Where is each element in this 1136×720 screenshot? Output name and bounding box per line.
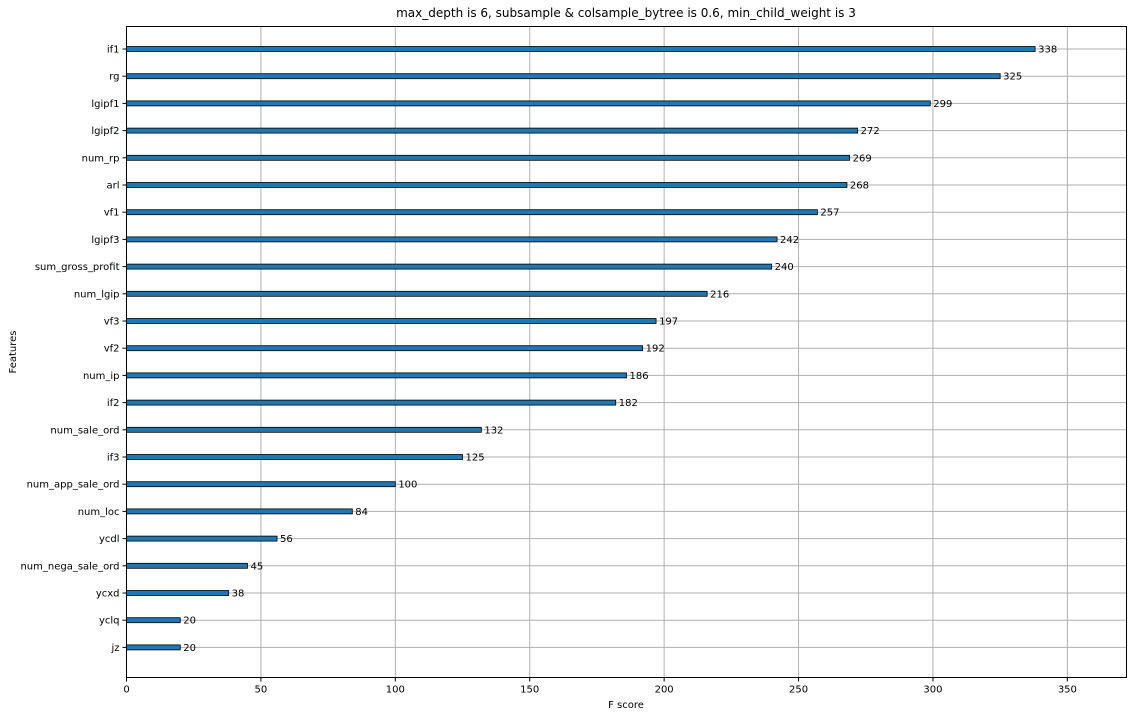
bar-value-label: 186 — [630, 371, 649, 382]
bar-vf1 — [126, 209, 818, 216]
y-tick-label: ycdl — [99, 534, 120, 545]
x-tick-label: 100 — [386, 685, 405, 696]
y-tick-label: ycxd — [96, 589, 120, 600]
bar-value-label: 100 — [398, 480, 417, 491]
bar-value-label: 240 — [775, 262, 794, 273]
y-tick-label: if3 — [107, 453, 120, 464]
y-tick-label: jz — [110, 643, 119, 654]
x-tick-label: 250 — [789, 685, 808, 696]
bar-value-label: 132 — [484, 425, 503, 436]
bar-if3 — [126, 454, 463, 460]
bar-num_nega_sale_ord — [126, 562, 248, 569]
x-tick-label: 50 — [255, 685, 268, 696]
bar-value-label: 325 — [1003, 72, 1022, 83]
bar-num_lgip — [126, 290, 708, 297]
bars — [126, 46, 1036, 651]
y-tick-label: num_sale_ord — [50, 425, 119, 436]
y-tick-label: sum_gross_profit — [35, 262, 120, 273]
y-tick-label: num_loc — [78, 507, 120, 518]
bar-value-label: 338 — [1038, 45, 1057, 56]
y-tick-label: num_lgip — [74, 289, 120, 300]
bar-value-label: 216 — [710, 289, 729, 300]
bar-num_ip — [126, 372, 627, 379]
y-tick-label: lgipf2 — [91, 126, 119, 137]
y-tick-label: vf3 — [104, 317, 120, 328]
x-axis-ticks: 0 50 100 150 200 250 300 350 — [123, 677, 1077, 696]
bar-if2 — [126, 399, 617, 406]
bar-value-label: 56 — [280, 534, 293, 545]
bar-vf3 — [126, 318, 657, 324]
x-tick-label: 350 — [1058, 685, 1077, 696]
bar-value-label: 20 — [183, 616, 196, 627]
x-tick-label: 200 — [655, 685, 674, 696]
bar-value-label: 272 — [861, 126, 880, 137]
bar-value-label: 125 — [466, 453, 485, 464]
bar-if1 — [126, 46, 1036, 52]
x-tick-label: 300 — [923, 685, 942, 696]
bar-sum_gross_profit — [126, 263, 773, 270]
y-tick-label: num_nega_sale_ord — [20, 561, 119, 572]
plot-frame — [126, 26, 1127, 678]
bar-value-label: 299 — [933, 99, 952, 110]
axes — [126, 26, 1127, 678]
y-tick-label: lgipf1 — [91, 99, 119, 110]
y-tick-label: lgipf3 — [91, 235, 119, 246]
bar-value-label: 197 — [659, 317, 678, 328]
y-tick-label: vf1 — [104, 208, 120, 219]
x-axis-label: F score — [608, 700, 644, 711]
y-tick-label: if1 — [107, 45, 120, 56]
y-tick-label: num_rp — [82, 153, 120, 164]
y-axis-label: Features — [8, 331, 19, 374]
bar-num_loc — [126, 508, 353, 515]
bar-vf2 — [126, 345, 644, 352]
bar-value-label: 182 — [619, 398, 638, 409]
x-tick-label: 150 — [520, 685, 539, 696]
y-tick-label: vf2 — [104, 344, 120, 355]
y-tick-label: arl — [106, 181, 119, 192]
y-tick-label: rg — [109, 72, 119, 83]
y-tick-label: yclq — [99, 616, 120, 627]
bar-value-label: 38 — [232, 589, 245, 600]
bar-value-label: 242 — [780, 235, 799, 246]
grid-lines — [126, 26, 1127, 678]
bar-value-label: 84 — [355, 507, 368, 518]
y-tick-label: num_app_sale_ord — [27, 480, 120, 491]
bar-lgipf1 — [126, 100, 931, 107]
bar-ycxd — [126, 590, 230, 596]
bar-value-label: 268 — [850, 181, 869, 192]
y-tick-label: if2 — [107, 398, 120, 409]
bar-yclq — [126, 617, 181, 624]
x-tick-label: 0 — [123, 685, 129, 696]
bar-lgipf2 — [126, 127, 859, 134]
bar-jz — [126, 644, 181, 651]
bar-num_rp — [126, 154, 851, 161]
bar-value-label: 257 — [820, 208, 839, 219]
chart-title: max_depth is 6, subsample & colsample_by… — [396, 6, 856, 20]
y-tick-label: num_ip — [83, 371, 120, 382]
bar-value-label: 192 — [646, 344, 665, 355]
bar-num_sale_ord — [126, 426, 482, 433]
bar-rg — [126, 73, 1001, 80]
bar-value-label: 269 — [853, 153, 872, 164]
bar-arl — [126, 182, 848, 188]
bar-value-label: 45 — [250, 561, 263, 572]
bar-num_app_sale_ord — [126, 481, 396, 488]
bar-lgipf3 — [126, 236, 778, 243]
bar-ycdl — [126, 535, 278, 542]
bar-value-label: 20 — [183, 643, 196, 654]
bar-value-labels: 338 325 299 272 269 268 257 242 240 216 197 192 186 1… — [183, 45, 1057, 654]
